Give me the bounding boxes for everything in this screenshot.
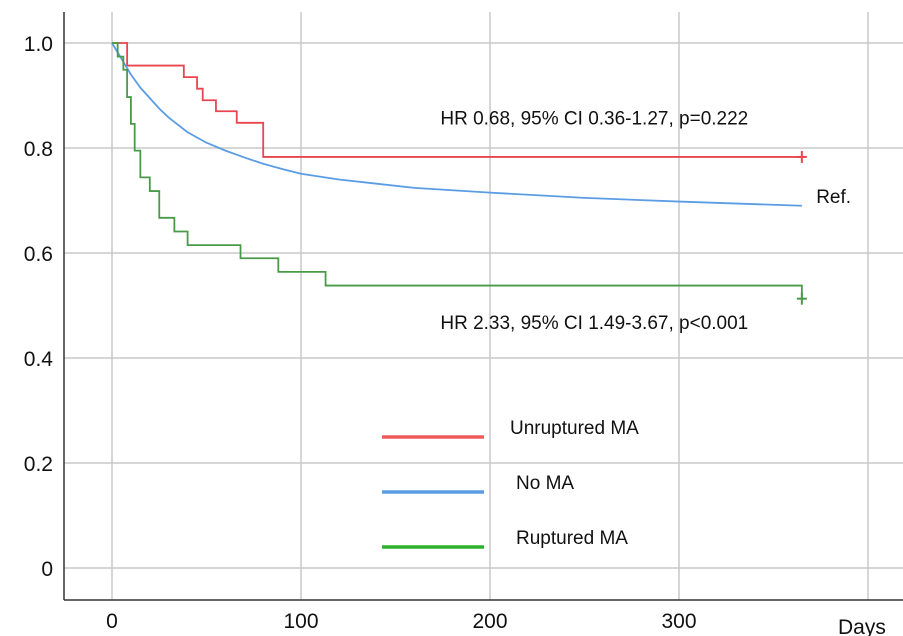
x-tick-label: 0 (106, 610, 118, 633)
y-tick-label: 0.6 (24, 243, 53, 266)
x-tick-label: 200 (472, 610, 507, 633)
x-axis-label: Days (838, 616, 886, 636)
annotation-label: Ref. (816, 187, 851, 208)
annotations: HR 0.68, 95% CI 0.36-1.27, p=0.222 Ref. HR… (440, 108, 851, 334)
annotation-label: HR 0.68, 95% CI 0.36-1.27, p=0.222 (440, 108, 748, 129)
x-tick-label: 100 (283, 610, 318, 633)
series-line-no-ma (111, 42, 802, 207)
legend: Unruptured MA No MA Ruptured MA (382, 418, 639, 549)
annotation-label: HR 2.33, 95% CI 1.49-3.67, p<0.001 (440, 313, 748, 334)
y-tick-label: 1.0 (24, 33, 53, 56)
x-tick-label: 300 (661, 610, 696, 633)
series-line-ruptured-ma (112, 42, 803, 299)
legend-label: Unruptured MA (510, 418, 639, 439)
series-layer (111, 42, 807, 305)
y-tick-label: 0.2 (24, 453, 53, 476)
y-tick-label: 0 (41, 558, 53, 581)
series-line-unruptured-ma (112, 42, 802, 158)
y-tick-label: 0.4 (24, 348, 54, 371)
grid-layer (64, 12, 903, 600)
axis-layer (63, 12, 903, 601)
legend-label: No MA (516, 473, 574, 494)
y-tick-label: 0.8 (24, 138, 53, 161)
tick-labels: 0 100 200 300 Days 0 0.2 0.4 0.6 0.8 1.0 (24, 33, 886, 636)
legend-label: Ruptured MA (516, 528, 628, 549)
